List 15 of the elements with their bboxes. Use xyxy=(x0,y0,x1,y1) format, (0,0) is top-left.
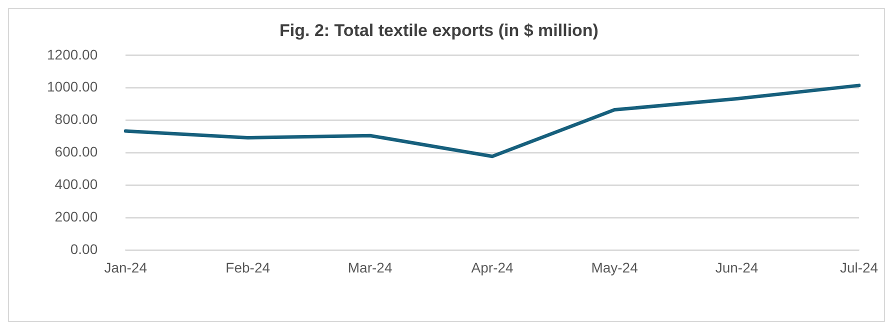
x-tick-label: Jul-24 xyxy=(840,259,878,276)
y-tick-label: 400.00 xyxy=(54,176,98,192)
x-tick-label: Jun-24 xyxy=(715,259,758,276)
x-tick-label: Apr-24 xyxy=(471,259,514,276)
y-tick-label: 200.00 xyxy=(54,208,98,225)
y-tick-label: 0.00 xyxy=(70,241,98,258)
x-tick-label: Mar-24 xyxy=(348,259,392,276)
y-tick-label: 1200.00 xyxy=(46,46,98,62)
x-tick-label: May-24 xyxy=(591,259,638,276)
y-tick-label: 800.00 xyxy=(54,111,98,128)
chart-title: Fig. 2: Total textile exports (in $ million) xyxy=(280,20,598,40)
y-tick-label: 1000.00 xyxy=(46,78,98,95)
x-tick-label: Jan-24 xyxy=(104,259,148,276)
x-tick-label: Feb-24 xyxy=(226,259,270,276)
y-tick-label: 600.00 xyxy=(54,144,98,160)
